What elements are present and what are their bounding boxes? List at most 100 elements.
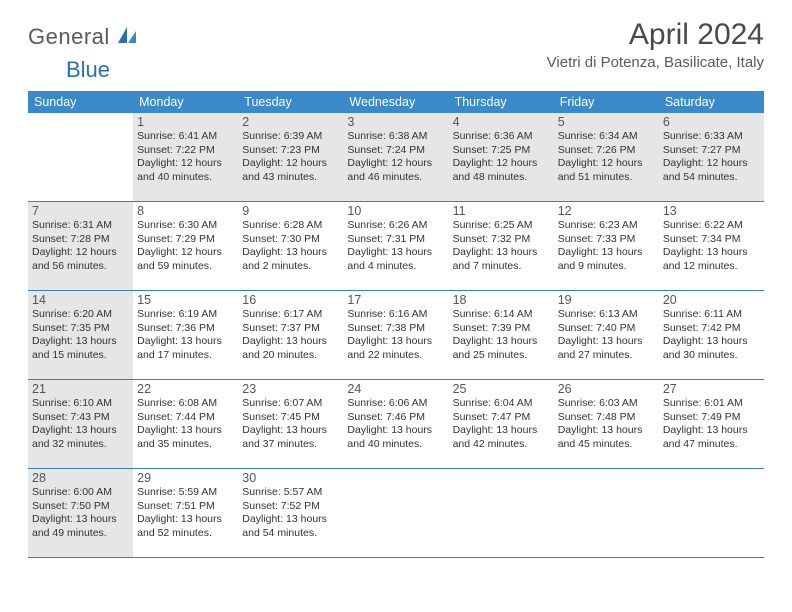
- day-number: 6: [663, 115, 760, 129]
- day-number: 1: [137, 115, 234, 129]
- day-info: Sunrise: 6:38 AMSunset: 7:24 PMDaylight:…: [347, 130, 444, 185]
- brand-part2: Blue: [66, 57, 110, 82]
- day-info: Sunrise: 6:31 AMSunset: 7:28 PMDaylight:…: [32, 219, 129, 274]
- day-number: 17: [347, 293, 444, 307]
- empty-cell: [659, 469, 764, 557]
- day-number: 29: [137, 471, 234, 485]
- month-title: April 2024: [547, 18, 764, 52]
- day-cell: 13Sunrise: 6:22 AMSunset: 7:34 PMDayligh…: [659, 202, 764, 290]
- day-number: 9: [242, 204, 339, 218]
- week-row: 21Sunrise: 6:10 AMSunset: 7:43 PMDayligh…: [28, 380, 764, 469]
- day-cell: 23Sunrise: 6:07 AMSunset: 7:45 PMDayligh…: [238, 380, 343, 468]
- empty-cell: [343, 469, 448, 557]
- calendar-grid: SundayMondayTuesdayWednesdayThursdayFrid…: [28, 91, 764, 558]
- day-cell: 19Sunrise: 6:13 AMSunset: 7:40 PMDayligh…: [554, 291, 659, 379]
- day-info: Sunrise: 6:30 AMSunset: 7:29 PMDaylight:…: [137, 219, 234, 274]
- day-number: 3: [347, 115, 444, 129]
- day-info: Sunrise: 6:17 AMSunset: 7:37 PMDaylight:…: [242, 308, 339, 363]
- day-info: Sunrise: 6:01 AMSunset: 7:49 PMDaylight:…: [663, 397, 760, 452]
- day-cell: 7Sunrise: 6:31 AMSunset: 7:28 PMDaylight…: [28, 202, 133, 290]
- day-number: 25: [453, 382, 550, 396]
- day-cell: 15Sunrise: 6:19 AMSunset: 7:36 PMDayligh…: [133, 291, 238, 379]
- day-header-thursday: Thursday: [449, 91, 554, 113]
- day-info: Sunrise: 6:04 AMSunset: 7:47 PMDaylight:…: [453, 397, 550, 452]
- day-header-tuesday: Tuesday: [238, 91, 343, 113]
- day-cell: 28Sunrise: 6:00 AMSunset: 7:50 PMDayligh…: [28, 469, 133, 557]
- day-cell: 11Sunrise: 6:25 AMSunset: 7:32 PMDayligh…: [449, 202, 554, 290]
- day-cell: 22Sunrise: 6:08 AMSunset: 7:44 PMDayligh…: [133, 380, 238, 468]
- day-info: Sunrise: 6:39 AMSunset: 7:23 PMDaylight:…: [242, 130, 339, 185]
- day-cell: 27Sunrise: 6:01 AMSunset: 7:49 PMDayligh…: [659, 380, 764, 468]
- day-header-monday: Monday: [133, 91, 238, 113]
- day-info: Sunrise: 6:11 AMSunset: 7:42 PMDaylight:…: [663, 308, 760, 363]
- day-info: Sunrise: 6:41 AMSunset: 7:22 PMDaylight:…: [137, 130, 234, 185]
- day-number: 12: [558, 204, 655, 218]
- day-cell: 3Sunrise: 6:38 AMSunset: 7:24 PMDaylight…: [343, 113, 448, 201]
- day-cell: 18Sunrise: 6:14 AMSunset: 7:39 PMDayligh…: [449, 291, 554, 379]
- day-cell: 17Sunrise: 6:16 AMSunset: 7:38 PMDayligh…: [343, 291, 448, 379]
- day-cell: 16Sunrise: 6:17 AMSunset: 7:37 PMDayligh…: [238, 291, 343, 379]
- day-number: 27: [663, 382, 760, 396]
- brand-sail-icon: [116, 25, 138, 50]
- day-cell: 9Sunrise: 6:28 AMSunset: 7:30 PMDaylight…: [238, 202, 343, 290]
- week-row: 14Sunrise: 6:20 AMSunset: 7:35 PMDayligh…: [28, 291, 764, 380]
- day-info: Sunrise: 6:03 AMSunset: 7:48 PMDaylight:…: [558, 397, 655, 452]
- day-info: Sunrise: 5:57 AMSunset: 7:52 PMDaylight:…: [242, 486, 339, 541]
- day-number: 23: [242, 382, 339, 396]
- day-number: 21: [32, 382, 129, 396]
- day-header-row: SundayMondayTuesdayWednesdayThursdayFrid…: [28, 91, 764, 113]
- day-cell: 12Sunrise: 6:23 AMSunset: 7:33 PMDayligh…: [554, 202, 659, 290]
- day-number: 26: [558, 382, 655, 396]
- day-number: 13: [663, 204, 760, 218]
- day-info: Sunrise: 6:19 AMSunset: 7:36 PMDaylight:…: [137, 308, 234, 363]
- day-cell: 30Sunrise: 5:57 AMSunset: 7:52 PMDayligh…: [238, 469, 343, 557]
- day-cell: 4Sunrise: 6:36 AMSunset: 7:25 PMDaylight…: [449, 113, 554, 201]
- day-cell: 21Sunrise: 6:10 AMSunset: 7:43 PMDayligh…: [28, 380, 133, 468]
- day-number: 8: [137, 204, 234, 218]
- day-number: 10: [347, 204, 444, 218]
- day-info: Sunrise: 6:26 AMSunset: 7:31 PMDaylight:…: [347, 219, 444, 274]
- empty-cell: [554, 469, 659, 557]
- day-info: Sunrise: 6:14 AMSunset: 7:39 PMDaylight:…: [453, 308, 550, 363]
- day-info: Sunrise: 6:22 AMSunset: 7:34 PMDaylight:…: [663, 219, 760, 274]
- day-info: Sunrise: 6:33 AMSunset: 7:27 PMDaylight:…: [663, 130, 760, 185]
- day-header-saturday: Saturday: [659, 91, 764, 113]
- day-header-wednesday: Wednesday: [343, 91, 448, 113]
- day-header-friday: Friday: [554, 91, 659, 113]
- day-number: 11: [453, 204, 550, 218]
- day-cell: 8Sunrise: 6:30 AMSunset: 7:29 PMDaylight…: [133, 202, 238, 290]
- day-info: Sunrise: 6:23 AMSunset: 7:33 PMDaylight:…: [558, 219, 655, 274]
- day-info: Sunrise: 6:07 AMSunset: 7:45 PMDaylight:…: [242, 397, 339, 452]
- day-number: 22: [137, 382, 234, 396]
- calendar-page: General April 2024 Vietri di Potenza, Ba…: [0, 0, 792, 558]
- day-info: Sunrise: 6:16 AMSunset: 7:38 PMDaylight:…: [347, 308, 444, 363]
- day-cell: 25Sunrise: 6:04 AMSunset: 7:47 PMDayligh…: [449, 380, 554, 468]
- day-number: 18: [453, 293, 550, 307]
- title-block: April 2024 Vietri di Potenza, Basilicate…: [547, 18, 764, 71]
- brand-part1: General: [28, 24, 110, 50]
- day-info: Sunrise: 6:28 AMSunset: 7:30 PMDaylight:…: [242, 219, 339, 274]
- day-info: Sunrise: 6:00 AMSunset: 7:50 PMDaylight:…: [32, 486, 129, 541]
- day-number: 14: [32, 293, 129, 307]
- day-number: 5: [558, 115, 655, 129]
- day-cell: 5Sunrise: 6:34 AMSunset: 7:26 PMDaylight…: [554, 113, 659, 201]
- location-text: Vietri di Potenza, Basilicate, Italy: [547, 54, 764, 71]
- week-row: 1Sunrise: 6:41 AMSunset: 7:22 PMDaylight…: [28, 113, 764, 202]
- day-info: Sunrise: 6:08 AMSunset: 7:44 PMDaylight:…: [137, 397, 234, 452]
- day-cell: 2Sunrise: 6:39 AMSunset: 7:23 PMDaylight…: [238, 113, 343, 201]
- empty-cell: [28, 113, 133, 201]
- empty-cell: [449, 469, 554, 557]
- day-cell: 24Sunrise: 6:06 AMSunset: 7:46 PMDayligh…: [343, 380, 448, 468]
- day-info: Sunrise: 6:20 AMSunset: 7:35 PMDaylight:…: [32, 308, 129, 363]
- day-number: 7: [32, 204, 129, 218]
- day-info: Sunrise: 6:36 AMSunset: 7:25 PMDaylight:…: [453, 130, 550, 185]
- brand-logo: General: [28, 18, 142, 50]
- day-cell: 1Sunrise: 6:41 AMSunset: 7:22 PMDaylight…: [133, 113, 238, 201]
- day-number: 28: [32, 471, 129, 485]
- day-cell: 6Sunrise: 6:33 AMSunset: 7:27 PMDaylight…: [659, 113, 764, 201]
- day-info: Sunrise: 6:13 AMSunset: 7:40 PMDaylight:…: [558, 308, 655, 363]
- day-number: 20: [663, 293, 760, 307]
- day-info: Sunrise: 6:25 AMSunset: 7:32 PMDaylight:…: [453, 219, 550, 274]
- day-number: 24: [347, 382, 444, 396]
- day-header-sunday: Sunday: [28, 91, 133, 113]
